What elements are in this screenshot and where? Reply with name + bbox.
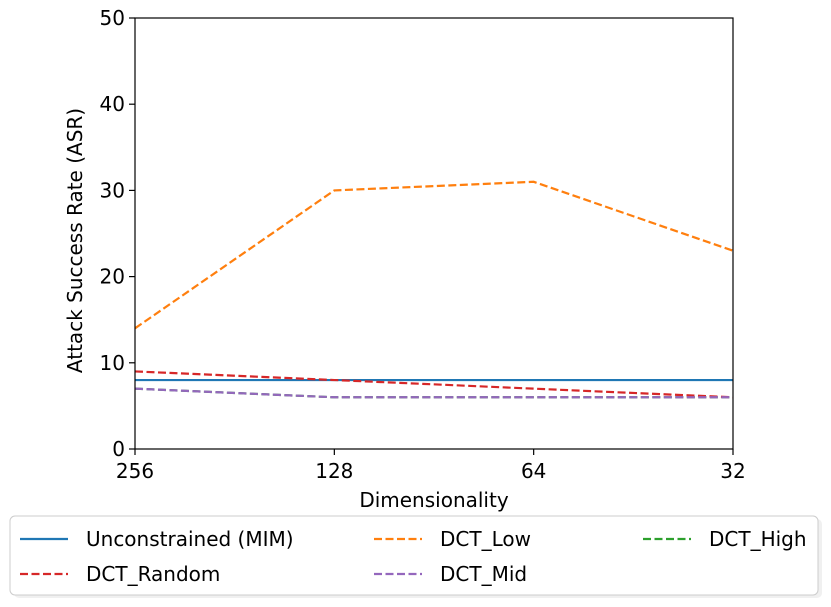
legend-item: Unconstrained (MIM) — [20, 527, 294, 551]
y-axis-ticks: 0 10 20 30 40 50 — [100, 6, 135, 461]
x-tick-label: 128 — [315, 459, 353, 483]
legend-frame — [9, 515, 819, 596]
plot-lines — [134, 180, 734, 399]
plot-frame — [134, 17, 734, 450]
x-tick-label: 256 — [116, 459, 154, 483]
legend-label: DCT_High — [709, 527, 807, 551]
legend-item: DCT_High — [643, 527, 807, 551]
y-tick-label: 20 — [100, 265, 125, 289]
y-tick-label: 50 — [100, 6, 125, 30]
series-line-dct-random — [134, 370, 734, 399]
series-line-dct-low — [134, 180, 734, 330]
x-tick-label: 64 — [521, 459, 546, 483]
legend-item: DCT_Low — [374, 527, 531, 551]
x-tick-label: 32 — [720, 459, 745, 483]
legend-label: DCT_Low — [440, 527, 531, 551]
legend-label: Unconstrained (MIM) — [86, 527, 294, 551]
legend-item: DCT_Mid — [374, 562, 527, 586]
y-tick-label: 10 — [100, 351, 125, 375]
y-tick-label: 40 — [100, 92, 125, 116]
legend: Unconstrained (MIM) DCT_Low DCT_High DCT_Ra… — [9, 515, 822, 598]
y-axis-label: Attack Success Rate (ASR) — [63, 108, 87, 373]
x-axis-ticks: 256 128 64 32 — [116, 449, 746, 483]
legend-label: DCT_Random — [86, 562, 220, 586]
y-tick-label: 0 — [112, 437, 125, 461]
legend-label: DCT_Mid — [440, 562, 527, 586]
legend-item: DCT_Random — [20, 562, 220, 586]
x-axis-label: Dimensionality — [359, 488, 509, 512]
y-tick-label: 30 — [100, 178, 125, 202]
series-line-dct-mid — [134, 387, 733, 399]
